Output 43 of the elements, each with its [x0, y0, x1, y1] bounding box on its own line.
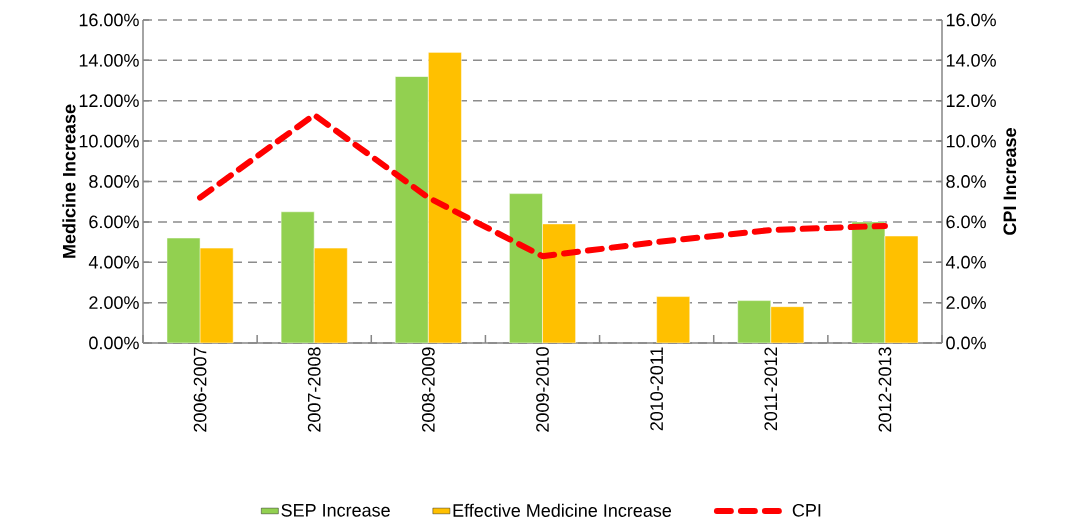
x-tick-label: 2010-2011 — [650, 347, 664, 431]
legend-label: CPI — [792, 503, 821, 517]
x-tick-label: 2011-2012 — [764, 347, 778, 431]
bar — [542, 223, 576, 343]
y2-tick-label: 0.0% — [946, 336, 986, 350]
bar — [395, 76, 429, 343]
bar — [199, 247, 234, 343]
bar — [166, 237, 201, 343]
y-tick-label: 14.00% — [79, 53, 139, 67]
bar — [509, 193, 543, 343]
bar — [313, 247, 348, 343]
bar — [737, 300, 772, 343]
y-tick-label: 12.00% — [79, 94, 139, 108]
bar — [851, 221, 886, 343]
x-tick-label: 2008-2009 — [421, 347, 435, 432]
y-tick-label: 6.00% — [89, 215, 139, 229]
y-tick-label: 10.00% — [79, 134, 139, 148]
bar — [770, 306, 805, 343]
x-tick-label: 2006-2007 — [193, 347, 207, 432]
y-tick-label: 2.00% — [89, 296, 139, 309]
bar — [428, 52, 462, 343]
y2-axis-title: CPI Increase — [1003, 128, 1017, 235]
y-tick-label: 0.00% — [89, 336, 139, 350]
x-tick-label: 2009-2010 — [536, 347, 549, 432]
bar — [656, 296, 690, 343]
y2-tick-label: 10.0% — [946, 134, 996, 148]
y2-tick-label: 14.0% — [946, 53, 996, 67]
bar — [280, 211, 315, 343]
y-tick-label: 4.00% — [88, 255, 139, 269]
y2-tick-label: 12.0% — [946, 94, 996, 108]
x-tick-label: 2012-2013 — [878, 347, 892, 432]
bar — [884, 235, 919, 343]
y2-tick-label: 4.0% — [945, 255, 986, 269]
y2-tick-label: 8.0% — [946, 175, 986, 188]
x-tick-label: 2007-2008 — [307, 347, 321, 432]
y-tick-label: 16.00% — [79, 13, 139, 27]
legend-label: SEP Increase — [281, 503, 390, 517]
y2-tick-label: 2.0% — [946, 296, 986, 309]
legend-label: Effective Medicine Increase — [453, 503, 672, 517]
y2-tick-label: 6.0% — [946, 215, 986, 229]
y-axis-title: Medicine Increase — [62, 104, 76, 258]
y-tick-label: 8.00% — [89, 175, 139, 188]
y2-tick-label: 16.0% — [946, 13, 996, 27]
